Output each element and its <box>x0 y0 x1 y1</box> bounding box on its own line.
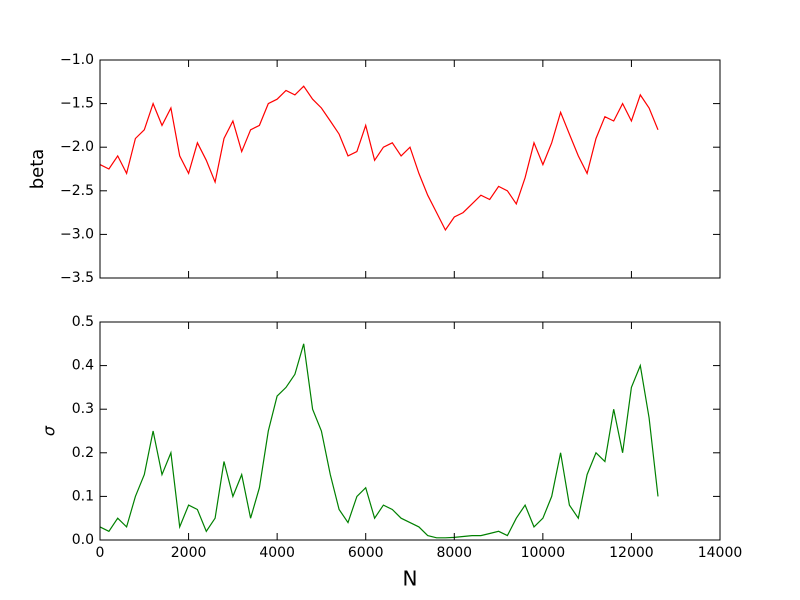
x-tick-label: 8000 <box>436 545 472 561</box>
axes-frame <box>99 321 721 541</box>
x-tick-label: 14000 <box>698 545 743 561</box>
y-tick-label: 0.5 <box>72 314 94 330</box>
y-tick-label: 0.0 <box>72 532 94 548</box>
y-axis-label: σ <box>40 425 59 436</box>
y-tick-label: 0.3 <box>72 401 94 417</box>
x-tick-label: 12000 <box>609 545 654 561</box>
y-tick-label: 0.4 <box>72 358 94 374</box>
axes-frame <box>99 59 721 279</box>
y-axis-label: beta <box>27 149 48 190</box>
x-tick-label: 0 <box>96 545 105 561</box>
y-tick-label: 0.2 <box>72 445 94 461</box>
x-tick-label: 4000 <box>259 545 295 561</box>
y-tick-label: −1.0 <box>60 52 94 68</box>
y-tick-label: −2.5 <box>60 183 94 199</box>
x-tick-label: 2000 <box>171 545 207 561</box>
y-tick-label: 0.1 <box>72 488 94 504</box>
trace-line <box>99 343 659 539</box>
y-tick-label: −3.5 <box>60 270 94 286</box>
y-tick-label: −2.0 <box>60 139 94 155</box>
y-tick-label: −3.0 <box>60 226 94 242</box>
x-tick-label: 10000 <box>521 545 566 561</box>
y-tick-label: −1.5 <box>60 96 94 112</box>
trace-line <box>99 85 659 232</box>
x-tick-label: 6000 <box>348 545 384 561</box>
x-axis-label: N <box>403 567 418 591</box>
